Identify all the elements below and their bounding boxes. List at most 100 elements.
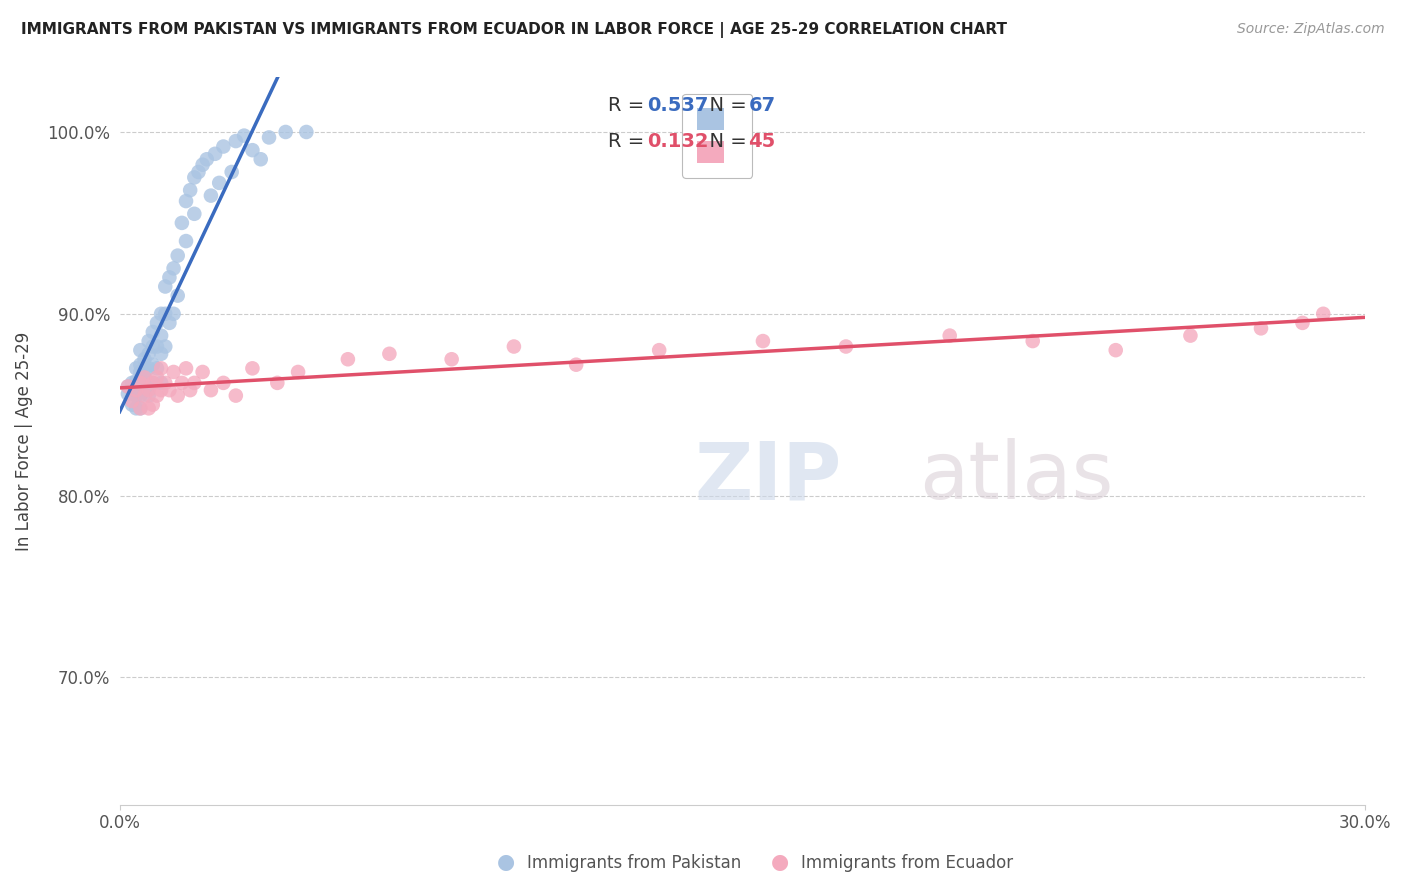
Text: Source: ZipAtlas.com: Source: ZipAtlas.com xyxy=(1237,22,1385,37)
Point xyxy=(1180,328,1202,343)
Point xyxy=(134,376,156,390)
Point xyxy=(146,316,169,330)
Point xyxy=(150,347,173,361)
Point xyxy=(134,370,156,384)
Point xyxy=(835,339,858,353)
Point xyxy=(150,383,173,397)
Point xyxy=(129,343,152,358)
Point xyxy=(125,361,148,376)
Point xyxy=(212,376,235,390)
Point xyxy=(1022,334,1045,348)
Point xyxy=(179,383,201,397)
Point xyxy=(129,358,152,372)
Point xyxy=(191,158,214,172)
Point xyxy=(155,339,177,353)
Point xyxy=(174,361,197,376)
Point xyxy=(174,234,197,248)
Point xyxy=(155,279,177,293)
Point xyxy=(166,249,188,263)
Text: 0.537: 0.537 xyxy=(648,95,709,114)
Point xyxy=(938,328,960,343)
Point xyxy=(129,389,152,403)
Point xyxy=(138,334,160,348)
Point xyxy=(134,370,156,384)
Text: 45: 45 xyxy=(748,132,776,151)
Point xyxy=(170,216,193,230)
Point xyxy=(752,334,775,348)
Point xyxy=(162,307,184,321)
Point xyxy=(138,347,160,361)
Point xyxy=(336,352,359,367)
Point xyxy=(287,365,309,379)
Point xyxy=(150,307,173,321)
Point xyxy=(157,383,180,397)
Point xyxy=(129,401,152,416)
Point xyxy=(187,165,209,179)
Point xyxy=(266,376,288,390)
Point xyxy=(212,139,235,153)
Point xyxy=(157,270,180,285)
Point xyxy=(378,347,401,361)
Point xyxy=(155,307,177,321)
Point xyxy=(117,379,139,393)
Point xyxy=(503,339,526,353)
Legend: , : , xyxy=(682,94,752,178)
Point xyxy=(242,361,264,376)
Point xyxy=(200,383,222,397)
Point xyxy=(134,383,156,397)
Point xyxy=(195,153,218,167)
Point xyxy=(249,153,271,167)
Y-axis label: In Labor Force | Age 25-29: In Labor Force | Age 25-29 xyxy=(15,332,32,550)
Point xyxy=(142,358,165,372)
Point xyxy=(183,170,205,185)
Point xyxy=(221,165,243,179)
Point xyxy=(183,376,205,390)
Point xyxy=(233,128,256,143)
Point xyxy=(155,376,177,390)
Point xyxy=(200,188,222,202)
Text: IMMIGRANTS FROM PAKISTAN VS IMMIGRANTS FROM ECUADOR IN LABOR FORCE | AGE 25-29 C: IMMIGRANTS FROM PAKISTAN VS IMMIGRANTS F… xyxy=(21,22,1007,38)
Point xyxy=(146,361,169,376)
Point xyxy=(121,394,143,409)
Point xyxy=(142,376,165,390)
Point xyxy=(138,389,160,403)
Point xyxy=(125,379,148,393)
Point xyxy=(142,398,165,412)
Text: N =: N = xyxy=(697,132,754,151)
Point xyxy=(162,261,184,276)
Point xyxy=(225,134,247,148)
Point xyxy=(146,339,169,353)
Point xyxy=(648,343,671,358)
Point xyxy=(121,398,143,412)
Point xyxy=(1105,343,1128,358)
Point xyxy=(142,339,165,353)
Point xyxy=(191,365,214,379)
Point xyxy=(134,389,156,403)
Text: ●: ● xyxy=(498,853,515,872)
Point xyxy=(183,207,205,221)
Point xyxy=(146,370,169,384)
Text: ●: ● xyxy=(772,853,789,872)
Point xyxy=(565,358,588,372)
Point xyxy=(257,130,280,145)
Text: atlas: atlas xyxy=(920,439,1114,516)
Point xyxy=(117,379,139,393)
Point xyxy=(225,389,247,403)
Point xyxy=(146,389,169,403)
Point xyxy=(174,194,197,208)
Point xyxy=(142,376,165,390)
Point xyxy=(138,361,160,376)
Point xyxy=(170,376,193,390)
Point xyxy=(274,125,297,139)
Point xyxy=(1291,316,1313,330)
Point xyxy=(138,383,160,397)
Point xyxy=(138,376,160,390)
Point xyxy=(1312,307,1334,321)
Point xyxy=(142,325,165,339)
Text: Immigrants from Ecuador: Immigrants from Ecuador xyxy=(801,855,1014,872)
Point xyxy=(117,386,139,401)
Point xyxy=(1250,321,1272,335)
Point xyxy=(125,389,148,403)
Text: ZIP: ZIP xyxy=(695,439,842,516)
Point xyxy=(129,376,152,390)
